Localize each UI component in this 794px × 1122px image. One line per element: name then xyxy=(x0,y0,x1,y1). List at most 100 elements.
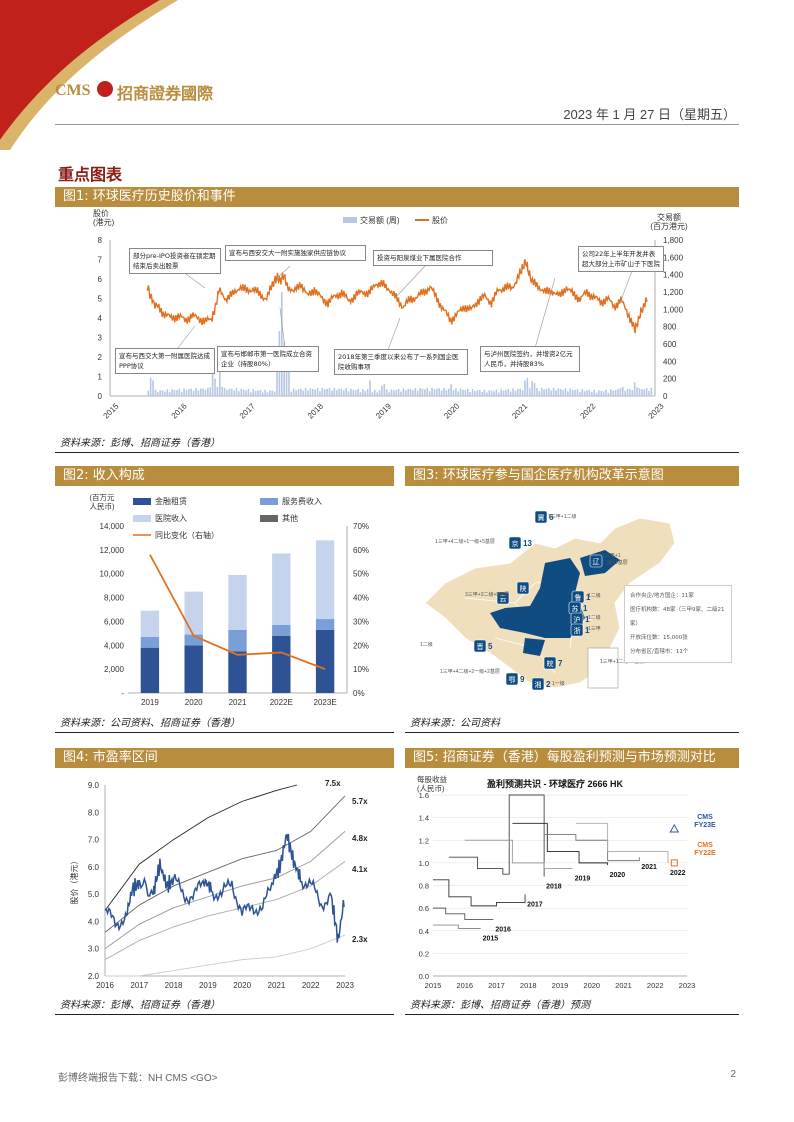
fig2-left-tick: 2,000 xyxy=(104,665,125,674)
fig1-volume-bar xyxy=(285,371,288,396)
fig1-volume-bar xyxy=(400,391,402,396)
fig1-volume-bar xyxy=(280,292,283,396)
fig5-consensus-line xyxy=(448,794,545,877)
fig1-volume-bar xyxy=(390,389,393,396)
fig3-province-label: 皖 xyxy=(547,659,554,668)
fig2-x-tick: 2021 xyxy=(229,698,247,707)
fig1-volume-bar xyxy=(388,392,390,396)
fig5-year-label: 2020 xyxy=(610,872,626,879)
fig3-province-count: 7 xyxy=(558,659,563,668)
fig3-province-count: 13 xyxy=(523,539,532,548)
fig1-volume-bar xyxy=(228,388,231,396)
fig1-volume-bar xyxy=(271,390,274,396)
fig1-volume-bar xyxy=(292,388,295,396)
fig1-volume-bar xyxy=(176,390,178,396)
fig1-volume-bar xyxy=(605,389,607,396)
fig4-pe-label: 7.5x xyxy=(325,779,341,788)
fig1-volume-bar xyxy=(483,389,486,396)
fig3-province-count: 2 xyxy=(546,680,551,689)
fig2-right-tick: 70% xyxy=(353,522,369,531)
fig5-consensus-line xyxy=(575,822,669,863)
fig1-volume-bar xyxy=(409,388,412,396)
fig3-province-label: 苏 xyxy=(572,604,579,613)
fig1-volume-bar xyxy=(586,390,588,396)
fig1-volume-bar xyxy=(443,387,445,396)
fig2-bar-segment xyxy=(140,647,160,693)
fig1-volume-bar xyxy=(164,391,166,396)
fig4-pe-band xyxy=(104,861,346,961)
fig2-left-tick: 10,000 xyxy=(100,570,125,579)
fig1-volume-bar xyxy=(345,388,347,396)
fig1-volume-bar xyxy=(610,389,612,396)
fig5-y-tick: 0.0 xyxy=(419,972,429,981)
fig1-volume-bar xyxy=(249,392,252,396)
fig1-volume-bar xyxy=(300,388,302,396)
fig1-volume-bar xyxy=(226,390,228,396)
fig3-info-line: 医疗机构数：48家（三甲9家、二级21家） xyxy=(630,607,725,627)
fig1-annotation: 宣布与西交大第一附属医院达成PPP协议 xyxy=(115,348,215,374)
fig1-volume-bar xyxy=(354,390,357,396)
fig4-y-label: 股价（港元） xyxy=(69,857,79,905)
fig2-legend-label: 服务费收入 xyxy=(282,496,322,506)
fig1-volume-bar xyxy=(631,390,634,396)
fig4-x-tick: 2017 xyxy=(130,981,148,990)
fig4-pe-label: 4.1x xyxy=(352,865,368,874)
fig2-yoy-line xyxy=(149,554,326,670)
fig1-volume-bar xyxy=(471,389,474,396)
fig4-y-tick: 9.0 xyxy=(88,781,100,790)
fig1-volume-bar xyxy=(481,392,483,396)
fig1-volume-bar xyxy=(452,390,455,396)
page-number: 2 xyxy=(730,1069,736,1080)
fig1-volume-bar xyxy=(202,388,204,396)
fig1-annotation: 公司22年上半年开发并表超大部分上市矿山子下医院 xyxy=(578,246,664,272)
fig1-volume-bar xyxy=(185,390,188,396)
fig1-volume-bar xyxy=(583,391,586,396)
fig1-volume-bar xyxy=(438,388,440,396)
fig2-left-tick: 12,000 xyxy=(100,546,125,555)
fig5-x-tick: 2018 xyxy=(520,981,537,990)
fig1-volume-bar xyxy=(378,390,381,396)
fig1-volume-bar xyxy=(636,387,638,396)
fig1-volume-bar xyxy=(159,390,161,396)
fig1-volume-bar xyxy=(157,392,159,396)
fig1-source-line xyxy=(55,452,739,453)
fig3-province-label: 浙 xyxy=(574,626,581,635)
fig1-volume-bar xyxy=(559,388,562,396)
fig1-volume-bar xyxy=(333,387,336,396)
fig1-volume-bar xyxy=(397,388,400,396)
fig1-volume-bar xyxy=(180,391,183,396)
fig3-province-label: 京 xyxy=(512,539,519,548)
fig1-volume-bar xyxy=(240,388,243,396)
fig4-pe-band xyxy=(104,784,298,911)
fig1-chart: 股价(港元)交易额(百万港元)交易额 (周) 股价0123456780200400… xyxy=(93,209,688,421)
fig1-volume-bar xyxy=(474,391,476,396)
fig3-note: 1二级 xyxy=(588,592,601,599)
fig1-volume-bar xyxy=(152,380,154,396)
fig1-volume-bar xyxy=(581,389,584,396)
fig3-note: 1一级 xyxy=(552,680,565,687)
fig1-x-tick: 2020 xyxy=(442,401,461,420)
fig4-x-tick: 2018 xyxy=(165,981,183,990)
fig4-y-tick: 8.0 xyxy=(88,808,100,817)
fig1-volume-bar xyxy=(214,378,216,396)
fig1-legend-price: 股价 xyxy=(432,216,448,225)
fig2-x-tick: 2019 xyxy=(141,698,159,707)
fig5-consensus-line xyxy=(433,924,481,929)
fig4-source-line xyxy=(55,1014,394,1015)
fig1-right-tick: 800 xyxy=(663,323,677,332)
fig1-volume-bar xyxy=(607,392,610,396)
fig1-right-tick: 1,400 xyxy=(663,271,684,280)
fig2-right-tick: 50% xyxy=(353,570,369,579)
fig5-x-tick: 2021 xyxy=(615,981,632,990)
fig1-right-tick: 200 xyxy=(663,375,677,384)
fig1-volume-bar xyxy=(505,390,507,396)
fig1-annotation: 2018年第三季度以来公布了一系列国企医院收购事项 xyxy=(334,349,468,375)
fig1-volume-bar xyxy=(190,388,192,396)
fig1-volume-bar xyxy=(385,389,388,396)
fig4-pe-band xyxy=(104,831,346,950)
fig1-volume-bar xyxy=(419,388,421,396)
fig2-bar-segment xyxy=(184,591,203,635)
fig5-y-tick: 1.4 xyxy=(419,814,429,823)
fig1-volume-bar xyxy=(326,388,328,396)
fig1-volume-bar xyxy=(340,388,343,396)
